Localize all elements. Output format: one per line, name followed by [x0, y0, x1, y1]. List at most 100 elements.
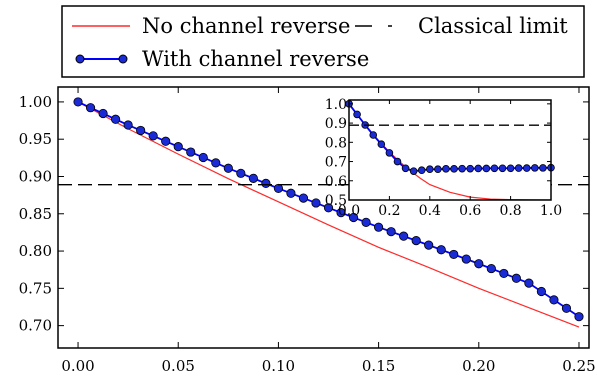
main-point-with-channel-reverse: [524, 278, 534, 288]
main-point-with-channel-reverse: [98, 108, 108, 119]
main-point-with-channel-reverse: [311, 198, 321, 208]
main-ytick-label: 0.95: [19, 130, 52, 148]
main-point-with-channel-reverse: [73, 97, 83, 107]
main-point-with-channel-reverse: [374, 222, 384, 232]
inset-point-with-channel-reverse: [482, 164, 491, 173]
main-plot: 0.00 0.05 0.10 0.15 0.20 0.25 0.70 0.75 0.80 0.85…: [19, 86, 596, 375]
main-series-no-channel-reverse: [77, 101, 580, 328]
main-point-with-channel-reverse: [348, 212, 359, 223]
inset-xtick-label: 0.4: [419, 203, 441, 219]
main-point-with-channel-reverse: [273, 183, 284, 194]
main-ytick-label: 0.90: [19, 167, 52, 185]
inset-xtick-label: 1.0: [540, 203, 562, 219]
main-point-with-channel-reverse: [549, 295, 559, 305]
main-point-with-channel-reverse: [298, 193, 309, 203]
inset-ytick-label: 0.5: [325, 193, 347, 209]
inset-point-with-channel-reverse: [393, 157, 402, 166]
main-point-with-channel-reverse: [399, 231, 409, 241]
legend-swatch-marker-left: [75, 54, 85, 64]
main-ytick-label: 0.80: [19, 242, 52, 260]
inset-point-with-channel-reverse: [466, 164, 475, 173]
inset-point-with-channel-reverse: [490, 164, 499, 173]
inset-point-with-channel-reverse: [539, 164, 547, 172]
inset-point-with-channel-reverse: [531, 164, 539, 172]
legend-swatch-marker-right: [118, 54, 128, 64]
inset-ytick-label: 0.8: [325, 135, 347, 151]
inset-plot-frame: [348, 99, 552, 201]
inset-point-with-channel-reverse: [442, 165, 450, 173]
inset-point-with-channel-reverse: [458, 164, 466, 173]
main-point-with-channel-reverse: [161, 136, 171, 146]
inset-point-with-channel-reverse: [474, 164, 483, 173]
main-xtick-label: 0.10: [262, 357, 295, 375]
main-point-with-channel-reverse: [436, 245, 446, 255]
main-point-with-channel-reverse: [336, 208, 346, 218]
main-point-with-channel-reverse: [198, 152, 208, 163]
main-xtick-label: 0.20: [462, 357, 495, 375]
main-point-with-channel-reverse: [136, 125, 146, 136]
inset-plot: 0.0 0.2 0.4 0.6 0.8 1.0 0.5 0.6 0.7 0.8 0.9 1.0: [325, 97, 562, 219]
main-point-with-channel-reverse: [148, 131, 158, 141]
inset-xtick-label: 0.6: [459, 203, 481, 219]
inset-point-with-channel-reverse: [425, 165, 434, 174]
inset-ytick-label: 1.0: [325, 97, 347, 113]
main-point-with-channel-reverse: [85, 103, 96, 113]
inset-xtick-label: 0.2: [378, 203, 400, 219]
inset-background: [349, 100, 551, 200]
main-point-with-channel-reverse: [461, 254, 471, 264]
inset-point-with-channel-reverse: [369, 131, 378, 139]
main-point-with-channel-reverse: [561, 303, 572, 313]
legend-label-classical: Classical limit: [418, 14, 568, 38]
main-point-with-channel-reverse: [449, 249, 459, 260]
inset-point-with-channel-reverse: [450, 165, 458, 173]
inset-point-with-channel-reverse: [506, 164, 515, 173]
main-point-with-channel-reverse: [511, 273, 521, 283]
inset-point-with-channel-reverse: [514, 164, 523, 172]
main-point-with-channel-reverse: [474, 259, 484, 269]
main-point-with-channel-reverse: [424, 240, 434, 250]
main-point-with-channel-reverse: [574, 312, 584, 322]
inset-xtick-label: 0.8: [499, 203, 521, 219]
main-xtick-label: 0.15: [362, 357, 395, 375]
main-point-with-channel-reverse: [386, 227, 396, 237]
main-xtick-label: 0.05: [162, 357, 195, 375]
inset-point-with-channel-reverse: [522, 164, 531, 172]
main-point-with-channel-reverse: [361, 217, 371, 227]
inset-point-with-channel-reverse: [409, 167, 418, 175]
legend-label-with-reverse: With channel reverse: [142, 47, 369, 71]
main-point-with-channel-reverse: [536, 286, 547, 297]
main-point-with-channel-reverse: [186, 147, 196, 157]
main-point-with-channel-reverse: [486, 263, 496, 274]
main-point-with-channel-reverse: [236, 168, 246, 178]
inset-ytick-label: 0.6: [325, 174, 347, 190]
main-point-with-channel-reverse: [223, 163, 233, 173]
inset-point-with-channel-reverse: [434, 165, 442, 174]
main-point-with-channel-reverse: [211, 158, 221, 168]
inset-point-with-channel-reverse: [385, 149, 394, 157]
main-plot-frame: [57, 86, 590, 349]
main-point-with-channel-reverse: [323, 203, 334, 213]
inset-point-with-channel-reverse: [377, 140, 386, 149]
main-point-with-channel-reverse: [111, 114, 121, 124]
main-ytick-label: 0.85: [19, 205, 52, 223]
main-point-with-channel-reverse: [173, 142, 183, 152]
inset-point-with-channel-reverse: [353, 110, 361, 119]
main-point-with-channel-reverse: [123, 120, 133, 130]
main-point-with-channel-reverse: [499, 268, 509, 279]
legend: No channel reverse Classical limit With …: [61, 5, 585, 78]
main-point-with-channel-reverse: [261, 178, 271, 188]
legend-label-no-reverse: No channel reverse: [142, 14, 350, 38]
inset-point-with-channel-reverse: [498, 164, 507, 173]
main-ytick-label: 1.00: [19, 93, 52, 111]
inset-ytick-label: 0.9: [325, 116, 347, 132]
main-xtick-label: 0.00: [61, 357, 94, 375]
main-ytick-label: 0.75: [19, 279, 52, 297]
inset-ytick-label: 0.7: [325, 155, 347, 171]
main-xtick-label: 0.25: [562, 357, 595, 375]
main-plot-axes: 0.00 0.05 0.10 0.15 0.20 0.25 0.70 0.75 0.80 0.85…: [19, 87, 596, 375]
inset-point-with-channel-reverse: [417, 166, 426, 174]
main-ytick-label: 0.70: [19, 317, 52, 335]
main-point-with-channel-reverse: [286, 188, 296, 198]
main-point-with-channel-reverse: [411, 236, 421, 246]
